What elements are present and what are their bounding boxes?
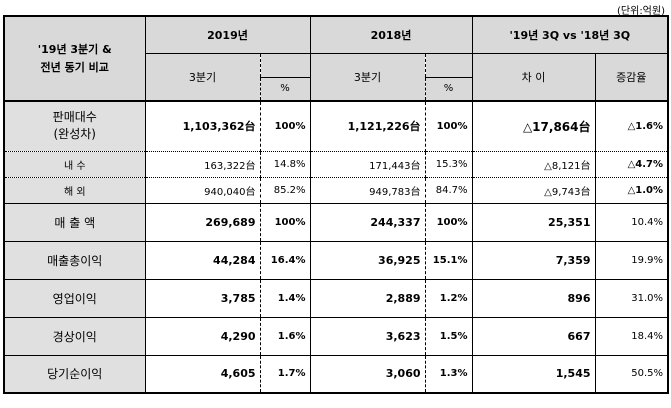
row-2019-value: 4,605 <box>144 354 261 394</box>
row-2018-pct: 15.1% <box>424 240 473 280</box>
table-row: 경상이익 4,290 1.6% 3,623 1.5% 667 18.4% <box>3 316 670 356</box>
row-2018-pct: 1.5% <box>424 316 473 356</box>
compare-label-line2: 전년 동기 비교 <box>40 60 109 74</box>
row-diff: 1,545 <box>471 354 596 394</box>
row-2019-value: 3,785 <box>144 278 261 318</box>
row-rate: 10.4% <box>594 202 670 242</box>
row-2019-pct: 100% <box>259 202 311 242</box>
rate-header: 증감율 <box>594 52 670 102</box>
domestic-2019-value: 163,322台 <box>144 150 261 178</box>
sales-2019-value: 1,103,362台 <box>144 100 261 152</box>
overseas-2019-value: 940,040台 <box>144 176 261 204</box>
row-2018-value: 3,623 <box>309 316 426 356</box>
row-2019-value: 44,284 <box>144 240 261 280</box>
row-2019-value: 269,689 <box>144 202 261 242</box>
overseas-2018-value: 949,783台 <box>309 176 426 204</box>
overseas-diff: △9,743台 <box>471 176 596 204</box>
sales-units-label-line1: 판매대수 <box>52 110 97 125</box>
sales-2019-pct: 100% <box>259 100 311 152</box>
year-2019-header: 2019년 <box>144 15 311 54</box>
overseas-label: 해 외 <box>3 176 146 204</box>
pct-2019-header-top <box>259 52 311 78</box>
row-2019-pct: 1.6% <box>259 316 311 356</box>
row-diff: 25,351 <box>471 202 596 242</box>
vs-header: '19년 3Q vs '18년 3Q <box>471 15 670 54</box>
domestic-label: 내 수 <box>3 150 146 178</box>
compare-header-cell: '19년 3분기 & 전년 동기 비교 <box>3 15 146 102</box>
row-2019-pct: 1.7% <box>259 354 311 394</box>
domestic-2018-pct: 15.3% <box>424 150 473 178</box>
domestic-2019-pct: 14.8% <box>259 150 311 178</box>
q3-2018-header: 3분기 <box>309 52 426 102</box>
overseas-rate: △1.0% <box>594 176 670 204</box>
row-2019-pct: 1.4% <box>259 278 311 318</box>
sales-units-label-line2: (완성차) <box>53 127 96 142</box>
overseas-2019-pct: 85.2% <box>259 176 311 204</box>
row-rate: 50.5% <box>594 354 670 394</box>
row-2018-value: 2,889 <box>309 278 426 318</box>
row-label: 영업이익 <box>3 278 146 318</box>
row-2018-value: 3,060 <box>309 354 426 394</box>
row-label: 매 출 액 <box>3 202 146 242</box>
compare-label-line1: '19년 3분기 & <box>37 42 112 56</box>
pct-2019-header: % <box>259 76 311 102</box>
q3-2019-header: 3분기 <box>144 52 261 102</box>
domestic-rate: △4.7% <box>594 150 670 178</box>
pct-2018-header-top <box>424 52 473 78</box>
domestic-2018-value: 171,443台 <box>309 150 426 178</box>
row-2018-pct: 1.2% <box>424 278 473 318</box>
overseas-2018-pct: 84.7% <box>424 176 473 204</box>
sales-rate: △1.6% <box>594 100 670 152</box>
row-2019-value: 4,290 <box>144 316 261 356</box>
row-2019-pct: 16.4% <box>259 240 311 280</box>
row-label: 당기순이익 <box>3 354 146 394</box>
row-diff: 667 <box>471 316 596 356</box>
table-row: 매 출 액 269,689 100% 244,337 100% 25,351 1… <box>3 202 670 242</box>
earnings-table: '19년 3분기 & 전년 동기 비교 2019년 2018년 '19년 3Q … <box>3 15 670 394</box>
row-rate: 18.4% <box>594 316 670 356</box>
row-diff: 7,359 <box>471 240 596 280</box>
row-label: 경상이익 <box>3 316 146 356</box>
year-2018-header: 2018년 <box>309 15 473 54</box>
row-rate: 31.0% <box>594 278 670 318</box>
row-rate: 19.9% <box>594 240 670 280</box>
row-diff: 896 <box>471 278 596 318</box>
sales-2018-pct: 100% <box>424 100 473 152</box>
pct-2018-header: % <box>424 76 473 102</box>
sales-units-label: 판매대수 (완성차) <box>3 100 146 152</box>
row-label: 매출총이익 <box>3 240 146 280</box>
diff-header: 차 이 <box>471 52 596 102</box>
row-2018-pct: 100% <box>424 202 473 242</box>
sales-2018-value: 1,121,226台 <box>309 100 426 152</box>
table-row: 매출총이익 44,284 16.4% 36,925 15.1% 7,359 19… <box>3 240 670 280</box>
row-2018-pct: 1.3% <box>424 354 473 394</box>
table-row: 당기순이익 4,605 1.7% 3,060 1.3% 1,545 50.5% <box>3 354 670 394</box>
table-row: 영업이익 3,785 1.4% 2,889 1.2% 896 31.0% <box>3 278 670 318</box>
sales-diff: △17,864台 <box>471 100 596 152</box>
row-2018-value: 36,925 <box>309 240 426 280</box>
row-2018-value: 244,337 <box>309 202 426 242</box>
domestic-diff: △8,121台 <box>471 150 596 178</box>
unit-note: (단위:억원) <box>617 6 665 17</box>
